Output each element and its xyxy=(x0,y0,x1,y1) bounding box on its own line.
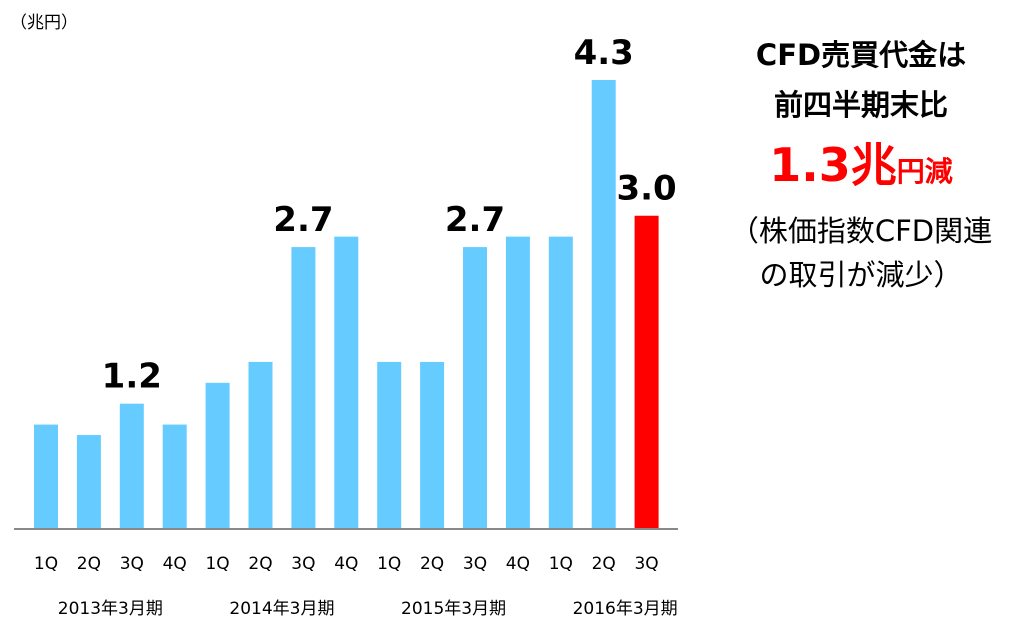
data-label-3: 4.3 xyxy=(574,33,634,73)
x-tick-label-2: 3Q xyxy=(120,554,144,574)
bar-4 xyxy=(205,382,230,529)
x-tick-label-9: 2Q xyxy=(420,554,444,574)
data-label-1: 2.7 xyxy=(273,200,333,240)
x-tick-label-7: 4Q xyxy=(334,554,358,574)
callout-amount: 1.3兆円減 xyxy=(700,132,1022,209)
x-tick-label-4: 1Q xyxy=(205,554,229,574)
x-tick-label-11: 4Q xyxy=(506,554,530,574)
y-unit-label: （兆円） xyxy=(10,13,78,33)
bar-2 xyxy=(119,403,144,529)
callout-note-line-2: の取引が減少） xyxy=(759,258,963,292)
data-label-4: 3.0 xyxy=(616,169,676,209)
bar-14 xyxy=(634,215,659,529)
x-tick-label-10: 3Q xyxy=(463,554,487,574)
bar-chart: 1Q 2Q 3Q 4Q 1Q 2Q 3Q 4Q 1Q 2Q 3Q 4Q 1Q 2Q 3Q 2013年3月期 20… xyxy=(14,33,678,619)
x-tick-label-5: 2Q xyxy=(248,554,272,574)
x-tick-label-14: 3Q xyxy=(634,554,658,574)
callout-line-1: CFD売買代金は xyxy=(755,38,967,72)
x-tick-label-13: 2Q xyxy=(592,554,616,574)
bar-5 xyxy=(248,361,273,529)
bar-11 xyxy=(505,236,530,529)
callout-line-2: 前四半期末比 xyxy=(773,88,948,122)
callout-note: （株価指数CFD関連 の取引が減少） xyxy=(700,209,1022,297)
callout-panel: CFD売買代金は 前四半期末比 1.3兆円減 （株価指数CFD関連 の取引が減少… xyxy=(700,30,1022,297)
bar-9 xyxy=(420,361,445,529)
x-group-label-3: 2016年3月期 xyxy=(573,599,678,619)
x-tick-label-1: 2Q xyxy=(77,554,101,574)
data-label-0: 1.2 xyxy=(102,357,162,397)
bar-7 xyxy=(334,236,359,529)
bar-3 xyxy=(162,424,187,529)
x-tick-label-8: 1Q xyxy=(377,554,401,574)
x-tick-label-0: 1Q xyxy=(34,554,58,574)
callout-amount-suffix: 円減 xyxy=(896,155,953,188)
x-tick-label-3: 4Q xyxy=(163,554,187,574)
x-tick-label-6: 3Q xyxy=(291,554,315,574)
x-group-label-2: 2015年3月期 xyxy=(401,599,506,619)
x-tick-label-12: 1Q xyxy=(549,554,573,574)
bar-10 xyxy=(463,247,487,529)
bar-13 xyxy=(591,80,616,529)
bar-8 xyxy=(377,361,402,529)
data-label-2: 2.7 xyxy=(445,200,505,240)
bar-12 xyxy=(548,236,573,529)
x-group-label-1: 2014年3月期 xyxy=(229,599,334,619)
bar-0 xyxy=(34,424,58,529)
x-group-label-0: 2013年3月期 xyxy=(58,599,163,619)
callout-amount-value: 1.3兆 xyxy=(769,138,897,192)
bar-6 xyxy=(291,247,316,529)
bar-1 xyxy=(76,435,101,529)
callout-note-line-1: （株価指数CFD関連 xyxy=(729,214,993,248)
